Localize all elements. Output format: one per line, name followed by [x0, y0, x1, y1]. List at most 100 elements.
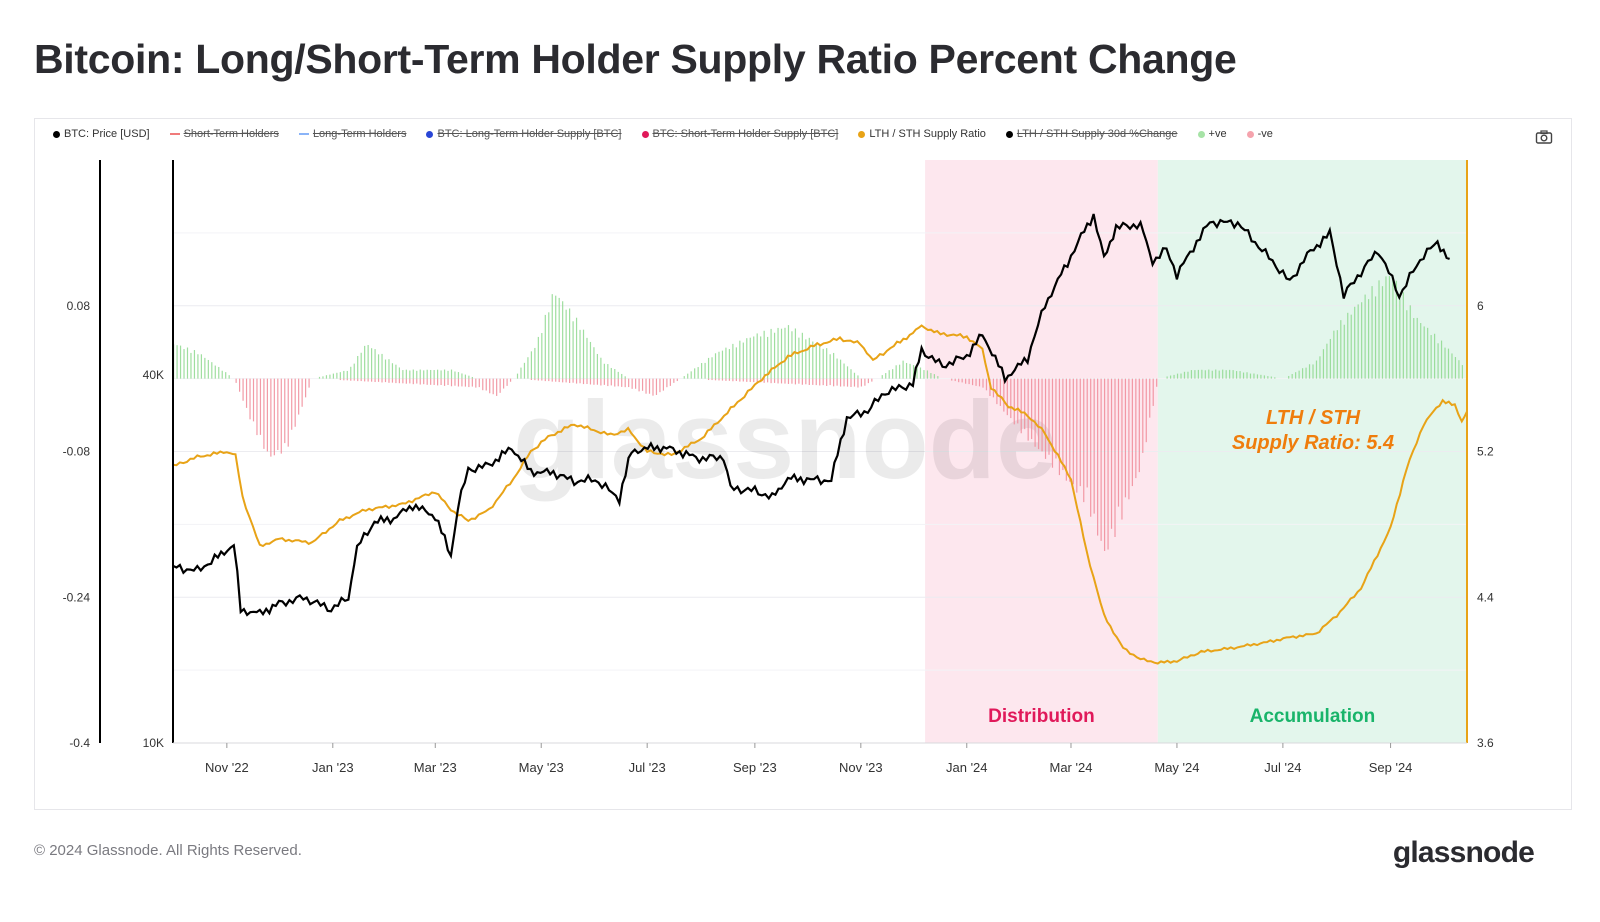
bar-positive	[683, 376, 685, 379]
bar-negative	[1079, 378, 1081, 487]
bar-negative	[489, 378, 491, 394]
bar-positive	[426, 369, 428, 379]
bar-positive	[687, 373, 689, 379]
bar-positive	[621, 373, 623, 379]
bar-negative	[1128, 378, 1130, 500]
bar-negative	[478, 378, 480, 388]
bar-negative	[652, 378, 654, 396]
bar-negative	[492, 378, 494, 395]
bar-negative	[305, 378, 307, 398]
chart-legend: BTC: Price [USD] Short-Term Holders Long-T…	[53, 128, 1273, 140]
bar-negative	[350, 378, 352, 381]
bar-negative	[621, 378, 623, 387]
bar-negative	[1027, 378, 1029, 441]
bar-negative	[742, 378, 744, 382]
bar-negative	[833, 378, 835, 387]
bar-positive	[784, 327, 786, 379]
bar-positive	[798, 337, 800, 379]
bar-positive	[548, 312, 550, 379]
bar-negative	[537, 378, 539, 381]
bar-positive	[457, 372, 460, 379]
bar-negative	[746, 378, 748, 382]
camera-icon[interactable]	[1535, 129, 1553, 145]
bar-negative	[648, 378, 651, 394]
bar-positive	[1166, 376, 1168, 379]
legend-item[interactable]: LTH / STH Supply 30d %Change	[1005, 128, 1178, 140]
legend-item[interactable]: BTC: Long-Term Holder Supply [BTC]	[426, 128, 622, 140]
legend-item[interactable]: BTC: Price [USD]	[53, 128, 150, 140]
bar-positive	[826, 348, 828, 379]
bar-negative	[1110, 378, 1113, 529]
legend-item[interactable]: -ve	[1246, 128, 1273, 140]
x-tick-label: Jan '24	[946, 760, 988, 775]
bar-negative	[457, 378, 460, 387]
bar-positive	[926, 370, 929, 379]
bar-negative	[777, 378, 779, 384]
bar-negative	[707, 378, 710, 381]
bar-positive	[520, 367, 522, 379]
bar-positive	[558, 297, 560, 379]
bar-negative	[1090, 378, 1092, 517]
legend-item[interactable]: BTC: Short-Term Holder Supply [BTC]	[641, 128, 838, 140]
bar-positive	[200, 354, 202, 379]
legend-item[interactable]: +ve	[1197, 128, 1227, 140]
bar-positive	[346, 370, 348, 379]
bar-positive	[697, 367, 699, 379]
bar-negative	[982, 378, 984, 388]
bar-positive	[801, 332, 803, 379]
bar-negative	[1017, 378, 1019, 424]
bar-negative	[624, 378, 626, 388]
bar-positive	[419, 369, 421, 379]
bar-negative	[291, 378, 293, 430]
bar-positive	[360, 352, 362, 379]
bar-positive	[1260, 374, 1262, 379]
bar-negative	[1069, 378, 1071, 482]
legend-label: Long-Term Holders	[312, 128, 407, 140]
legend-swatch	[298, 133, 309, 135]
bar-positive	[1433, 333, 1436, 379]
bar-negative	[673, 378, 675, 383]
bar-negative	[485, 378, 487, 391]
bar-negative	[669, 378, 671, 386]
bar-negative	[808, 378, 810, 385]
bar-negative	[266, 378, 268, 452]
legend-item[interactable]: LTH / STH Supply Ratio	[858, 128, 986, 140]
bar-negative	[471, 378, 473, 387]
bar-positive	[461, 373, 463, 379]
bar-negative	[423, 378, 425, 385]
bar-positive	[1440, 340, 1443, 379]
ratio-annotation: Supply Ratio: 5.4	[1232, 432, 1394, 454]
bar-positive	[1374, 296, 1377, 379]
bar-positive	[1336, 330, 1338, 379]
bar-negative	[607, 378, 609, 387]
bar-negative	[839, 378, 842, 387]
bar-negative	[805, 378, 807, 385]
bar-negative	[794, 378, 797, 385]
bar-positive	[892, 369, 894, 379]
bar-positive	[381, 353, 383, 379]
bar-positive	[895, 365, 897, 379]
x-tick-label: Nov '23	[839, 760, 883, 775]
bar-negative	[263, 378, 265, 449]
bar-negative	[1034, 378, 1036, 447]
legend-item[interactable]: Short-Term Holders	[169, 128, 279, 140]
legend-swatch	[169, 133, 180, 135]
bar-positive	[707, 357, 710, 379]
bar-positive	[318, 376, 321, 379]
bar-positive	[742, 342, 744, 379]
bar-negative	[749, 378, 751, 382]
bar-positive	[377, 354, 380, 379]
bar-negative	[555, 378, 557, 382]
bar-negative	[596, 378, 599, 385]
bar-negative	[364, 378, 366, 382]
bar-positive	[1406, 310, 1408, 379]
y-tick-ratio: 3.6	[1477, 736, 1494, 750]
bar-positive	[1249, 373, 1252, 379]
bar-positive	[471, 376, 473, 379]
bar-positive	[1354, 306, 1356, 379]
legend-item[interactable]: Long-Term Holders	[298, 128, 407, 140]
bar-negative	[308, 378, 310, 388]
bar-negative	[450, 378, 453, 387]
bar-negative	[405, 378, 407, 384]
